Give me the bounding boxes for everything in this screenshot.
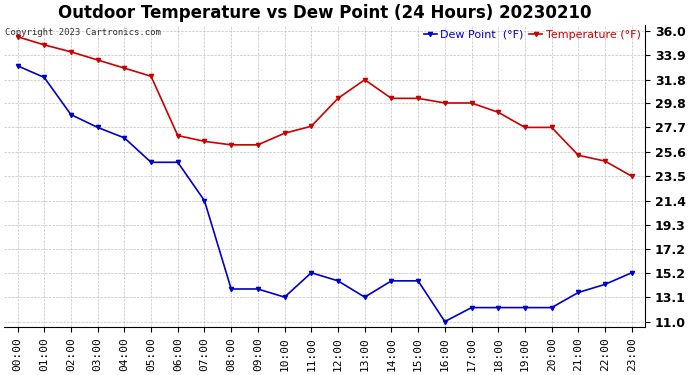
- Temperature (°F): [307, 124, 315, 129]
- Temperature (°F): [334, 96, 342, 100]
- Dew Point  (°F): [387, 279, 395, 283]
- Dew Point  (°F): [280, 295, 288, 299]
- Dew Point  (°F): [254, 287, 262, 291]
- Temperature (°F): [120, 66, 128, 70]
- Dew Point  (°F): [200, 198, 208, 203]
- Dew Point  (°F): [521, 305, 529, 310]
- Dew Point  (°F): [628, 270, 636, 275]
- Temperature (°F): [361, 78, 369, 82]
- Temperature (°F): [227, 142, 235, 147]
- Dew Point  (°F): [40, 75, 48, 80]
- Temperature (°F): [467, 101, 475, 105]
- Dew Point  (°F): [361, 295, 369, 299]
- Dew Point  (°F): [494, 305, 502, 310]
- Temperature (°F): [441, 101, 449, 105]
- Temperature (°F): [147, 74, 155, 78]
- Temperature (°F): [574, 153, 582, 158]
- Text: Copyright 2023 Cartronics.com: Copyright 2023 Cartronics.com: [5, 28, 161, 37]
- Dew Point  (°F): [120, 136, 128, 140]
- Dew Point  (°F): [601, 282, 609, 286]
- Temperature (°F): [494, 110, 502, 114]
- Temperature (°F): [628, 174, 636, 178]
- Line: Dew Point  (°F): Dew Point (°F): [15, 64, 634, 324]
- Temperature (°F): [601, 159, 609, 164]
- Dew Point  (°F): [307, 270, 315, 275]
- Temperature (°F): [200, 139, 208, 144]
- Temperature (°F): [174, 133, 182, 138]
- Dew Point  (°F): [441, 319, 449, 324]
- Temperature (°F): [414, 96, 422, 100]
- Title: Outdoor Temperature vs Dew Point (24 Hours) 20230210: Outdoor Temperature vs Dew Point (24 Hou…: [58, 4, 591, 22]
- Temperature (°F): [280, 131, 288, 135]
- Temperature (°F): [387, 96, 395, 100]
- Dew Point  (°F): [67, 112, 75, 117]
- Temperature (°F): [13, 34, 21, 39]
- Line: Temperature (°F): Temperature (°F): [15, 34, 634, 178]
- Dew Point  (°F): [334, 279, 342, 283]
- Dew Point  (°F): [174, 160, 182, 165]
- Legend: Dew Point  (°F), Temperature (°F): Dew Point (°F), Temperature (°F): [419, 25, 645, 44]
- Dew Point  (°F): [94, 125, 102, 130]
- Temperature (°F): [40, 43, 48, 47]
- Temperature (°F): [94, 58, 102, 62]
- Dew Point  (°F): [147, 160, 155, 165]
- Dew Point  (°F): [467, 305, 475, 310]
- Dew Point  (°F): [414, 279, 422, 283]
- Temperature (°F): [547, 125, 555, 130]
- Temperature (°F): [67, 50, 75, 54]
- Temperature (°F): [254, 142, 262, 147]
- Dew Point  (°F): [574, 290, 582, 295]
- Dew Point  (°F): [13, 63, 21, 68]
- Dew Point  (°F): [547, 305, 555, 310]
- Temperature (°F): [521, 125, 529, 130]
- Dew Point  (°F): [227, 287, 235, 291]
